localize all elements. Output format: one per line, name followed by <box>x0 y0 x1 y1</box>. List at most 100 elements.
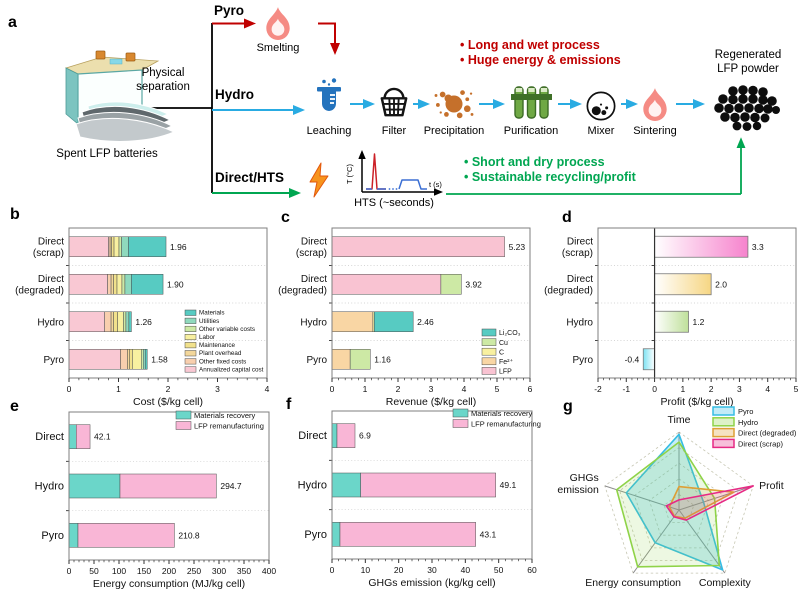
bar-segment <box>116 274 123 295</box>
legend-swatch <box>184 325 197 332</box>
category-label: (scrap) <box>33 248 64 259</box>
filter-label: Filter <box>381 125 407 137</box>
hts-y-axis-label: T (°C) <box>345 164 354 184</box>
legend-swatch <box>184 358 197 365</box>
legend-swatch <box>184 350 197 357</box>
bar-segment <box>144 349 148 370</box>
x-tick-label: 40 <box>461 565 471 575</box>
bar <box>642 348 655 371</box>
bar-segment <box>124 274 132 295</box>
bar-segment <box>143 349 146 370</box>
x-tick-label: 400 <box>262 566 276 576</box>
x-tick-label: 3 <box>737 384 742 394</box>
bar-value-label: 3.92 <box>465 279 482 289</box>
hts-x-axis-label: t (s) <box>429 180 442 189</box>
bar-segment <box>68 349 121 370</box>
red-bullet-1: • Long and wet process <box>460 38 600 52</box>
legend-label: Direct (scrap) <box>738 439 784 448</box>
radar-axis-label: Profit <box>759 480 784 492</box>
bar-segment <box>125 311 130 332</box>
bar-value-label: 43.1 <box>480 529 497 539</box>
bar-segment <box>110 274 114 295</box>
bar-segment <box>111 236 115 257</box>
x-axis-title: Cost ($/kg cell) <box>133 396 203 408</box>
bar-value-label: 1.58 <box>151 354 168 364</box>
spent-battery-illustration <box>64 50 176 142</box>
bar-value-label: 1.96 <box>170 242 187 252</box>
chart-radar: Time Profit Complexity Energy consumption GH… <box>557 406 797 589</box>
x-tick-label: 0 <box>330 384 335 394</box>
bar-segment <box>331 311 374 332</box>
green-bullet-1: • Short and dry process <box>464 155 605 169</box>
legend-swatch <box>184 317 197 324</box>
legend-label: LFP <box>499 369 512 376</box>
legend-swatch <box>184 366 197 373</box>
bar-segment <box>113 311 118 332</box>
bar-segment <box>331 522 341 547</box>
x-tick-label: 5 <box>794 384 799 394</box>
legend-swatch <box>481 347 497 356</box>
direct-benefits: • Short and dry process • Sustainable re… <box>464 155 636 185</box>
bar-value-label: 1.26 <box>135 317 152 327</box>
chart-profit: 3.3Direct(scrap)2.0Direct(degraded)1.2Hy… <box>544 227 799 408</box>
legend-label: Annualized capital cost <box>199 366 264 373</box>
category-label: Pyro <box>41 530 64 542</box>
bar-segment <box>107 274 112 295</box>
bar-segment <box>104 311 112 332</box>
lfp-powder-icon <box>714 85 780 131</box>
bar-value-label: 2.0 <box>715 279 727 289</box>
category-label: (degraded) <box>544 286 593 297</box>
legend-label: Maintenance <box>199 342 236 349</box>
physical-separation-label: Physical separation <box>136 67 190 93</box>
x-tick-label: 4 <box>265 384 270 394</box>
chart-energy: 42.1 Direct 294.7 Hydro 210.8 Pyro 0 50 100 150 20… <box>35 410 276 589</box>
category-label: Direct <box>301 237 327 248</box>
radar-series <box>665 485 754 521</box>
bar-segment <box>110 311 114 332</box>
bar-segment <box>339 522 476 547</box>
legend-swatch <box>175 421 192 430</box>
precipitation-splat-icon <box>434 90 474 119</box>
bar-segment <box>349 349 371 370</box>
bar-segment <box>120 349 128 370</box>
legend-label: Other fixed costs <box>199 358 246 365</box>
category-label: (scrap) <box>296 248 327 259</box>
legend-swatch <box>712 427 735 438</box>
radar-axis-label: Time <box>668 414 691 426</box>
bar-segment <box>127 349 130 370</box>
sintering-label: Sintering <box>633 125 677 137</box>
panel-a-letter: a <box>8 14 17 31</box>
category-label: (degraded) <box>278 286 327 297</box>
x-tick-label: 60 <box>527 565 537 575</box>
panel-b-letter: b <box>10 206 20 223</box>
bar-value-label: 5.23 <box>509 242 526 252</box>
bar-segment <box>68 274 108 295</box>
bar <box>654 273 712 296</box>
legend-swatch <box>712 438 735 449</box>
x-tick-label: 3 <box>429 384 434 394</box>
x-tick-label: 5 <box>495 384 500 394</box>
x-axis-title: Revenue ($/kg cell) <box>386 396 476 408</box>
bar-segment <box>121 236 129 257</box>
category-label: Direct <box>298 430 327 442</box>
category-label: Hydro <box>566 317 593 328</box>
x-tick-label: 0 <box>330 565 335 575</box>
category-label: Hydro <box>37 317 64 328</box>
legend-label: Direct (degraded) <box>738 429 797 438</box>
x-tick-label: 4 <box>765 384 770 394</box>
x-tick-label: 100 <box>112 566 126 576</box>
radar-axis-label: Complexity <box>699 577 752 589</box>
smelting-label: Smelting <box>256 42 300 54</box>
legend-label: LFP remanufacturing <box>194 422 264 431</box>
x-axis-title: Energy consumption (MJ/kg cell) <box>93 578 245 589</box>
category-label: Pyro <box>43 355 64 366</box>
legend-label: C <box>499 349 504 356</box>
spent-batteries-label: Spent LFP batteries <box>56 148 158 160</box>
legend-label: Materials <box>199 310 225 317</box>
bar-segment <box>77 523 175 548</box>
x-tick-label: 350 <box>237 566 251 576</box>
route-label-direct: Direct/HTS <box>215 170 285 185</box>
legend-label: Other variable costs <box>199 326 255 333</box>
green-bullet-2: • Sustainable recycling/profit <box>464 170 636 184</box>
category-label: Direct <box>38 237 64 248</box>
